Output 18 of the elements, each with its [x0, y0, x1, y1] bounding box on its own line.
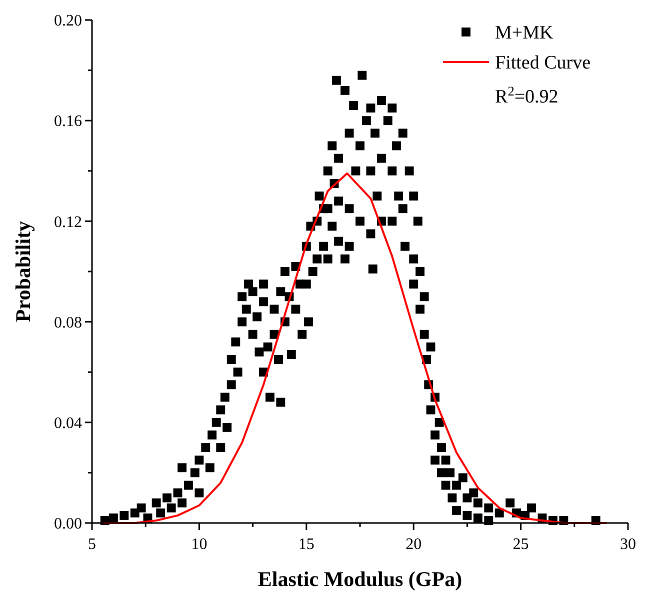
y-axis-title: Probability: [11, 220, 35, 322]
annotation: R$^{2}$=0.92: [495, 83, 558, 108]
x-tick-label: 20: [406, 536, 422, 553]
y-tick-label: 0.16: [54, 113, 82, 130]
x-tick-label: 30: [620, 536, 636, 553]
x-tick-label: 5: [88, 536, 96, 553]
legend-label: Fitted Curve: [495, 52, 591, 74]
line-series: [102, 172, 608, 524]
y-tick-label: 0.04: [54, 415, 82, 432]
y-tick-label: 0.20: [54, 12, 82, 30]
y-tick-label: 0.08: [54, 314, 82, 332]
y-tick-label: 0.12: [54, 214, 82, 231]
x-tick-label: 25: [512, 536, 529, 553]
y-tick-label: 0.00: [54, 516, 82, 533]
x-tick-label: 10: [191, 536, 208, 553]
legend-label: M+MK: [495, 22, 554, 44]
x-axis-title: Elastic Modulus (GPa): [258, 567, 462, 591]
x-tick-label: 15: [298, 536, 314, 553]
